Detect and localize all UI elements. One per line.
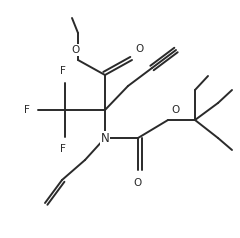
Text: F: F xyxy=(24,105,30,115)
Text: F: F xyxy=(60,66,66,76)
Text: N: N xyxy=(101,132,109,144)
Text: O: O xyxy=(135,44,143,54)
Text: F: F xyxy=(60,144,66,154)
Text: O: O xyxy=(72,45,80,55)
Text: O: O xyxy=(134,178,142,188)
Text: O: O xyxy=(171,105,179,115)
